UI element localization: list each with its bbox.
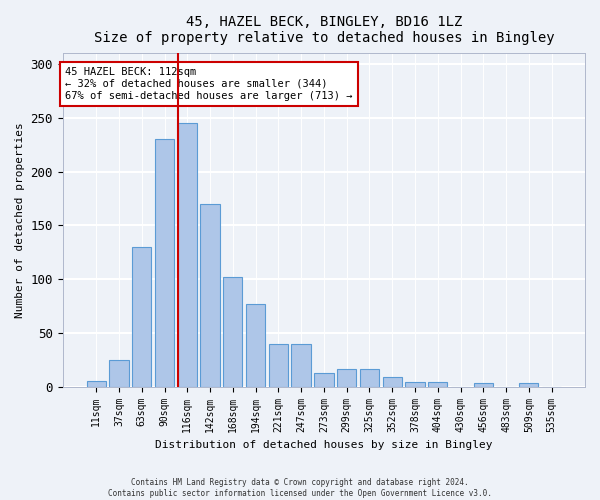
Bar bbox=[314, 372, 334, 386]
Bar bbox=[360, 370, 379, 386]
Bar bbox=[223, 277, 242, 386]
Text: Contains HM Land Registry data © Crown copyright and database right 2024.
Contai: Contains HM Land Registry data © Crown c… bbox=[108, 478, 492, 498]
Bar bbox=[428, 382, 448, 386]
Bar bbox=[200, 204, 220, 386]
Bar bbox=[405, 382, 425, 386]
Text: 45 HAZEL BECK: 112sqm
← 32% of detached houses are smaller (344)
67% of semi-det: 45 HAZEL BECK: 112sqm ← 32% of detached … bbox=[65, 68, 353, 100]
Bar bbox=[383, 377, 402, 386]
Bar bbox=[109, 360, 128, 386]
Bar bbox=[178, 123, 197, 386]
Bar bbox=[132, 247, 151, 386]
Bar bbox=[269, 344, 288, 386]
Bar bbox=[519, 384, 538, 386]
Bar bbox=[292, 344, 311, 386]
Y-axis label: Number of detached properties: Number of detached properties bbox=[15, 122, 25, 318]
Bar bbox=[246, 304, 265, 386]
Bar bbox=[155, 140, 174, 386]
Title: 45, HAZEL BECK, BINGLEY, BD16 1LZ
Size of property relative to detached houses i: 45, HAZEL BECK, BINGLEY, BD16 1LZ Size o… bbox=[94, 15, 554, 45]
X-axis label: Distribution of detached houses by size in Bingley: Distribution of detached houses by size … bbox=[155, 440, 493, 450]
Bar bbox=[86, 382, 106, 386]
Bar bbox=[337, 370, 356, 386]
Bar bbox=[473, 384, 493, 386]
